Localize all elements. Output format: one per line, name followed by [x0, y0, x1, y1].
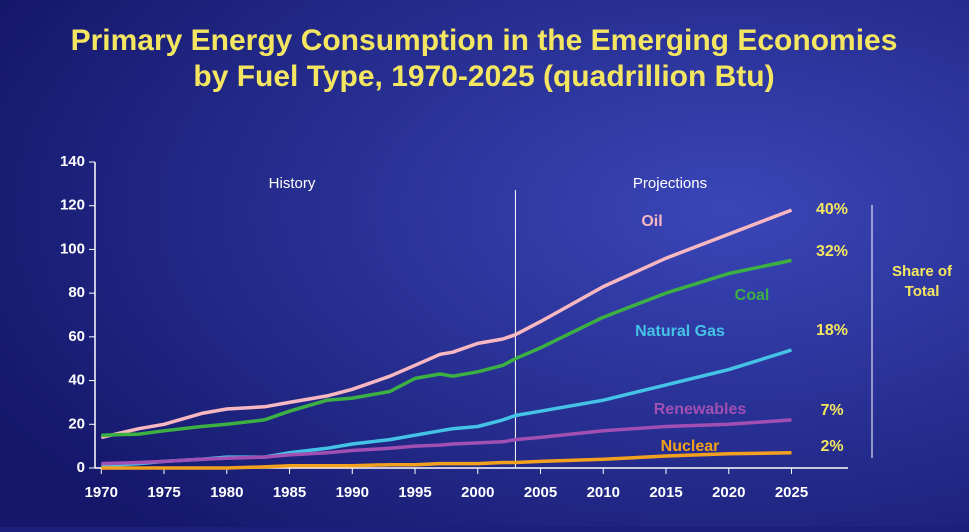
- share-title: Share of Total: [892, 263, 953, 300]
- annotation: Projections: [633, 175, 707, 192]
- y-tick-label: 40: [68, 372, 85, 389]
- share-label: 18%: [816, 322, 848, 339]
- x-tick-label: 2025: [775, 484, 808, 501]
- legend-label: Natural Gas: [635, 323, 725, 340]
- y-tick-label: 0: [77, 459, 85, 476]
- x-tick-label: 1980: [210, 484, 243, 501]
- share-label: 7%: [820, 402, 843, 419]
- series-line: [101, 418, 792, 466]
- x-tick-label: 2005: [524, 484, 557, 501]
- series-line: [101, 450, 792, 470]
- y-tick-label: 120: [60, 197, 85, 214]
- share-label: 32%: [816, 243, 848, 260]
- x-tick-label: 2000: [461, 484, 494, 501]
- legend-label: Oil: [641, 213, 662, 230]
- x-tick-label: 1995: [398, 484, 431, 501]
- series-line: [101, 258, 792, 437]
- chart-title: Primary Energy Consumption in the Emergi…: [71, 24, 898, 57]
- x-tick-label: 1985: [273, 484, 306, 501]
- legend-label: Coal: [735, 287, 770, 304]
- y-tick-label: 100: [60, 240, 85, 257]
- y-tick-label: 20: [68, 415, 85, 432]
- x-tick-label: 1990: [336, 484, 369, 501]
- x-tick-label: 2010: [587, 484, 620, 501]
- chart-subtitle: by Fuel Type, 1970-2025 (quadrillion Btu…: [193, 60, 774, 93]
- series-line: [100, 208, 793, 440]
- y-tick-label: 80: [68, 284, 85, 301]
- share-label: 40%: [816, 201, 848, 218]
- x-tick-label: 1975: [147, 484, 180, 501]
- x-tick-label: 2020: [712, 484, 745, 501]
- x-tick-label: 1970: [85, 484, 118, 501]
- y-tick-label: 140: [60, 153, 85, 170]
- share-label: 2%: [820, 438, 843, 455]
- annotation: History: [269, 175, 316, 192]
- legend-label: Nuclear: [661, 438, 720, 455]
- legend-label: Renewables: [654, 401, 747, 418]
- x-tick-label: 2015: [649, 484, 682, 501]
- y-tick-label: 60: [68, 328, 85, 345]
